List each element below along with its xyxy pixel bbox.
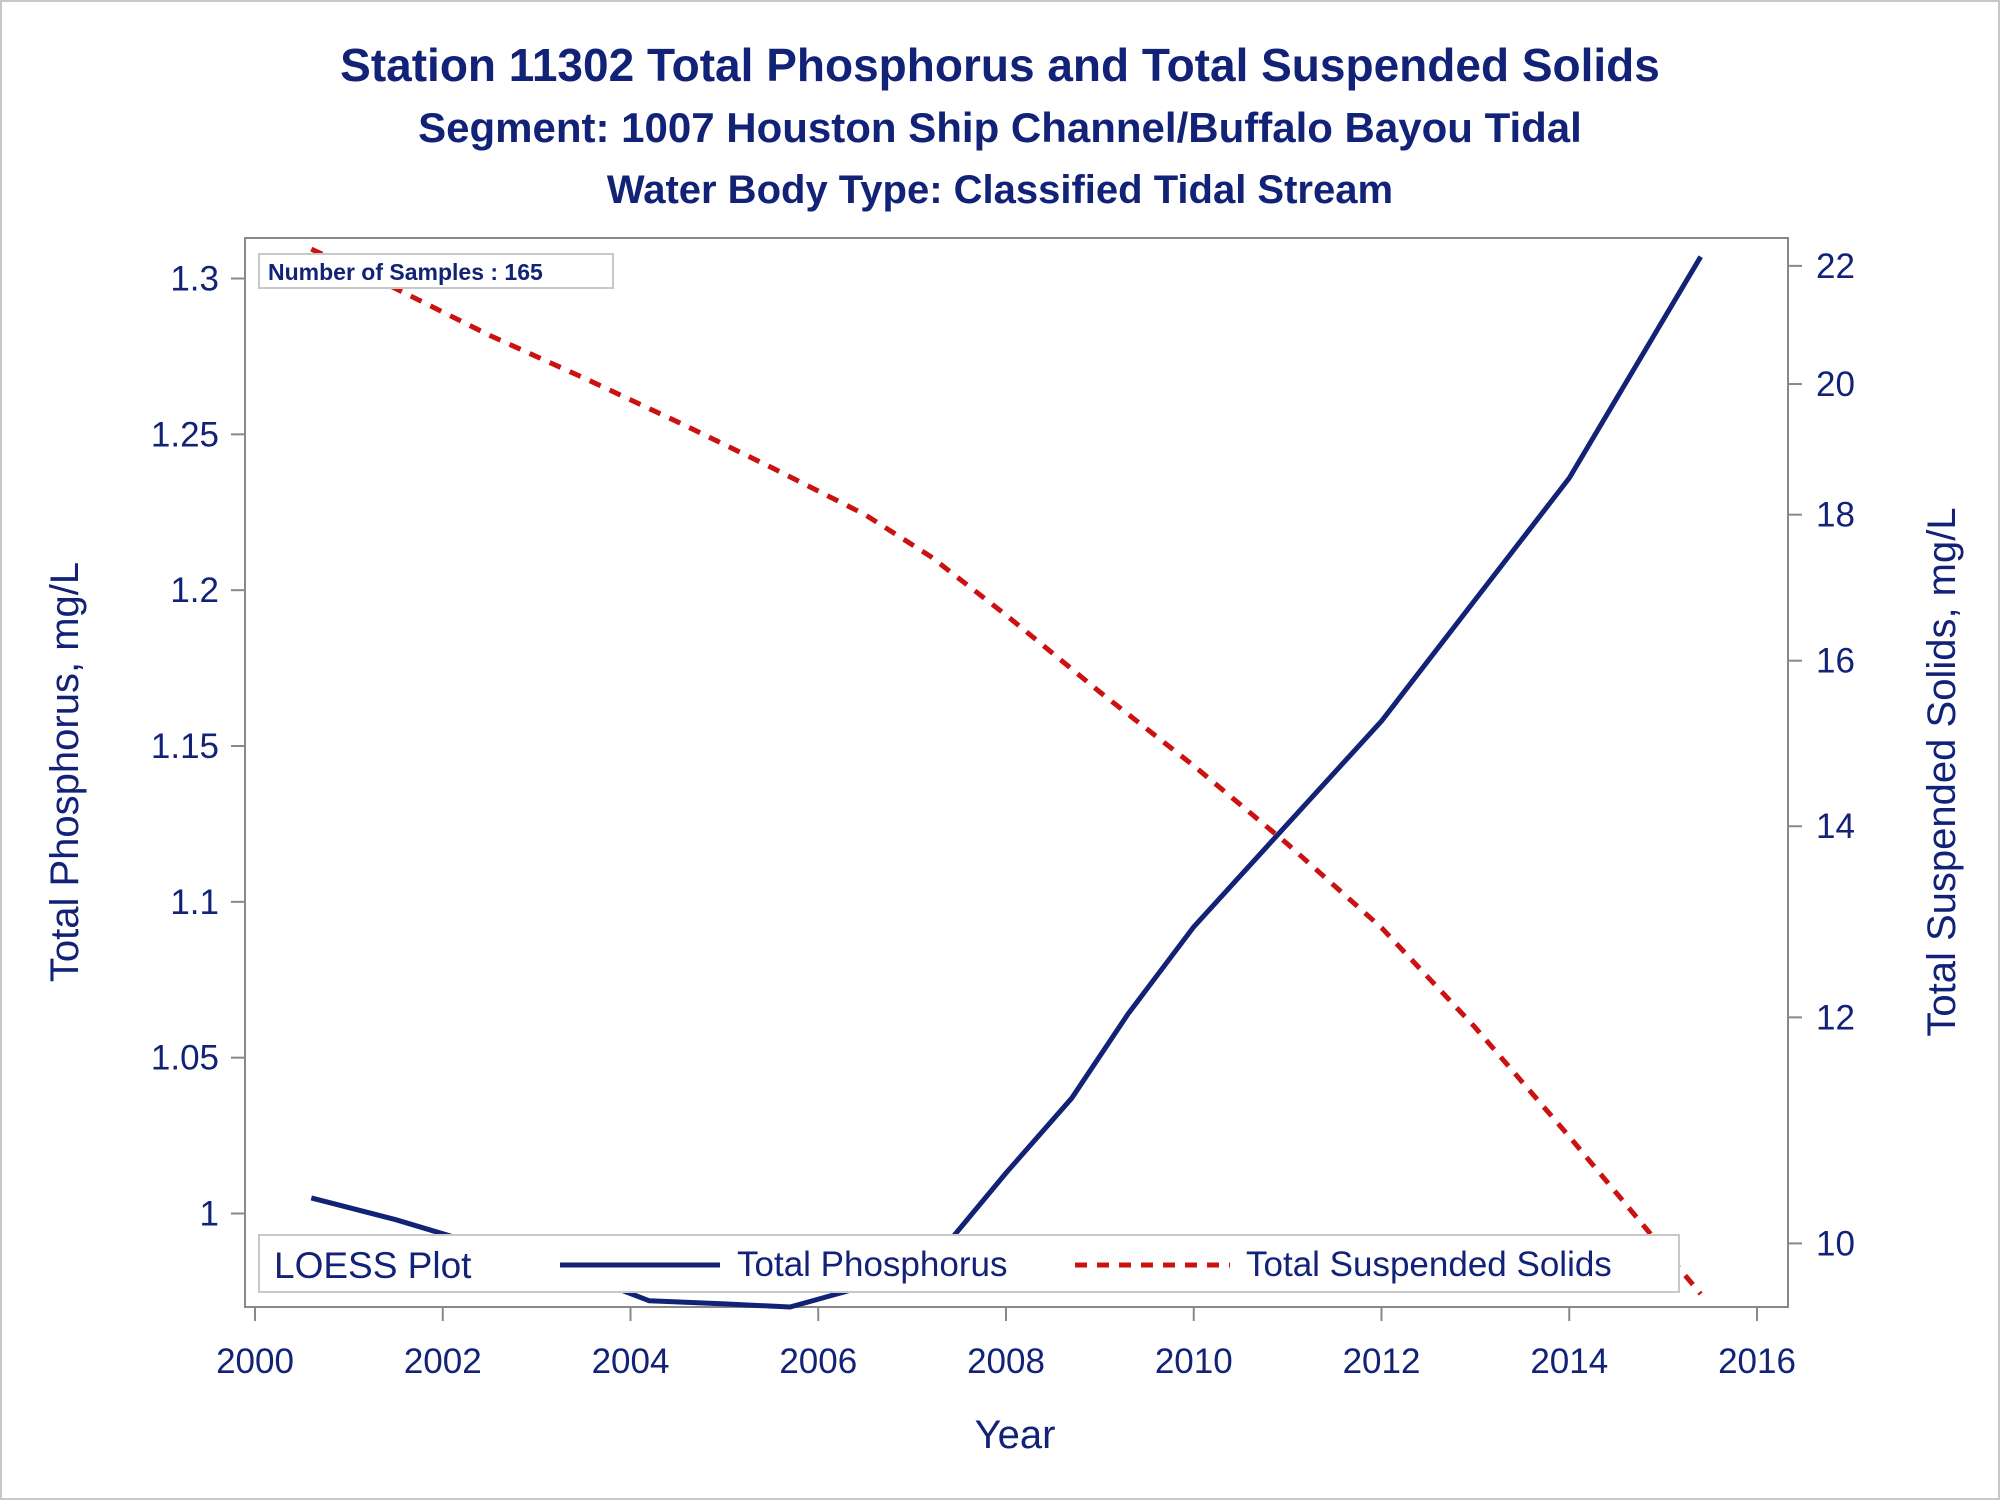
chart-subtitle-waterbody: Water Body Type: Classified Tidal Stream xyxy=(606,168,1394,212)
x-tick-label: 2008 xyxy=(967,1342,1045,1381)
x-tick-label: 2014 xyxy=(1530,1342,1608,1381)
y-left-tick-label: 1.1 xyxy=(170,883,219,922)
y-right-tick-label: 16 xyxy=(1816,642,1855,681)
y-right-tick-label: 18 xyxy=(1816,496,1855,535)
y-right-tick-label: 20 xyxy=(1816,365,1855,404)
y-left-tick-label: 1.3 xyxy=(170,260,219,299)
sample-count-label: Number of Samples : 165 xyxy=(268,259,543,285)
y-right-tick-label: 22 xyxy=(1816,247,1855,286)
y-left-tick-label: 1.25 xyxy=(151,415,219,454)
y-right-tick-label: 14 xyxy=(1816,807,1855,846)
y-left-tick-label: 1.15 xyxy=(151,727,219,766)
chart-subtitle-segment: Segment: 1007 Houston Ship Channel/Buffa… xyxy=(418,104,1582,151)
legend-entry-phosphorus: Total Phosphorus xyxy=(737,1245,1007,1284)
series-line-total-suspended-solids xyxy=(310,246,1703,1296)
y-axis-right: 10 12 14 16 18 20 22 xyxy=(1788,247,1855,1263)
y-axis-left: 1 1.05 1.1 1.15 1.2 1.25 1.3 xyxy=(151,260,245,1234)
x-tick-label: 2010 xyxy=(1155,1342,1233,1381)
legend: LOESS Plot Total Phosphorus Total Suspen… xyxy=(258,1234,1680,1293)
plot-frame xyxy=(244,237,1789,1308)
x-axis-label: Year xyxy=(975,1413,1056,1457)
y-right-tick-label: 12 xyxy=(1816,998,1855,1037)
y-left-tick-label: 1 xyxy=(200,1195,219,1234)
y-left-tick-label: 1.05 xyxy=(151,1039,219,1078)
x-tick-label: 2000 xyxy=(216,1342,294,1381)
x-tick-label: 2004 xyxy=(592,1342,670,1381)
x-tick-label: 2002 xyxy=(404,1342,482,1381)
x-axis: 2000 2002 2004 2006 2008 2010 2012 2014 2016 xyxy=(216,1307,1796,1381)
x-tick-label: 2006 xyxy=(779,1342,857,1381)
y-left-tick-label: 1.2 xyxy=(170,571,219,610)
legend-title: LOESS Plot xyxy=(274,1245,472,1286)
chart-title: Station 11302 Total Phosphorus and Total… xyxy=(340,39,1660,91)
x-tick-label: 2012 xyxy=(1343,1342,1421,1381)
y-right-tick-label: 10 xyxy=(1816,1224,1855,1263)
y-axis-left-label: Total Phosphorus, mg/L xyxy=(43,562,87,982)
sample-count-inset: Number of Samples : 165 xyxy=(258,253,614,289)
y-axis-right-label: Total Suspended Solids, mg/L xyxy=(1920,507,1964,1036)
sample-count-box xyxy=(258,253,614,289)
x-tick-label: 2016 xyxy=(1718,1342,1796,1381)
series-line-total-phosphorus xyxy=(310,255,1703,1310)
legend-entry-tss: Total Suspended Solids xyxy=(1246,1245,1612,1284)
legend-box xyxy=(258,1234,1680,1293)
series-layer xyxy=(310,246,1703,1310)
